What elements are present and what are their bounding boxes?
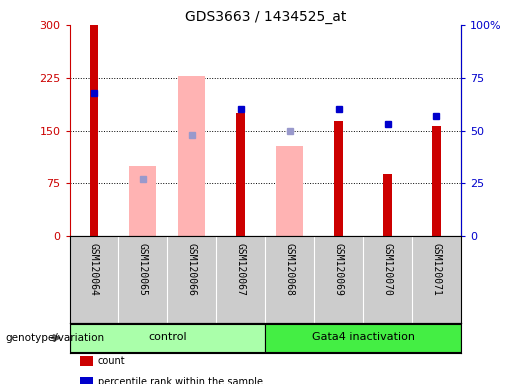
Title: GDS3663 / 1434525_at: GDS3663 / 1434525_at xyxy=(184,10,346,24)
Bar xyxy=(178,76,205,236)
Text: GSM120065: GSM120065 xyxy=(138,243,148,296)
Bar xyxy=(432,126,441,236)
Text: GSM120071: GSM120071 xyxy=(432,243,441,296)
Text: genotype/variation: genotype/variation xyxy=(5,333,104,343)
Text: GSM120066: GSM120066 xyxy=(187,243,197,296)
Text: percentile rank within the sample: percentile rank within the sample xyxy=(98,377,263,384)
Bar xyxy=(236,113,245,236)
Bar xyxy=(276,146,303,236)
Bar xyxy=(383,174,392,236)
Text: GSM120070: GSM120070 xyxy=(383,243,392,296)
Text: GSM120064: GSM120064 xyxy=(89,243,99,296)
Bar xyxy=(80,356,93,366)
Text: GSM120067: GSM120067 xyxy=(236,243,246,296)
Text: Gata4 inactivation: Gata4 inactivation xyxy=(312,332,415,342)
Bar xyxy=(80,377,93,384)
Bar xyxy=(129,166,157,236)
Text: count: count xyxy=(98,356,126,366)
Bar xyxy=(90,25,98,236)
Text: GSM120069: GSM120069 xyxy=(334,243,344,296)
FancyBboxPatch shape xyxy=(70,324,265,352)
Text: GSM120068: GSM120068 xyxy=(285,243,295,296)
FancyBboxPatch shape xyxy=(265,324,461,352)
Bar xyxy=(334,121,343,236)
Text: control: control xyxy=(148,332,186,342)
